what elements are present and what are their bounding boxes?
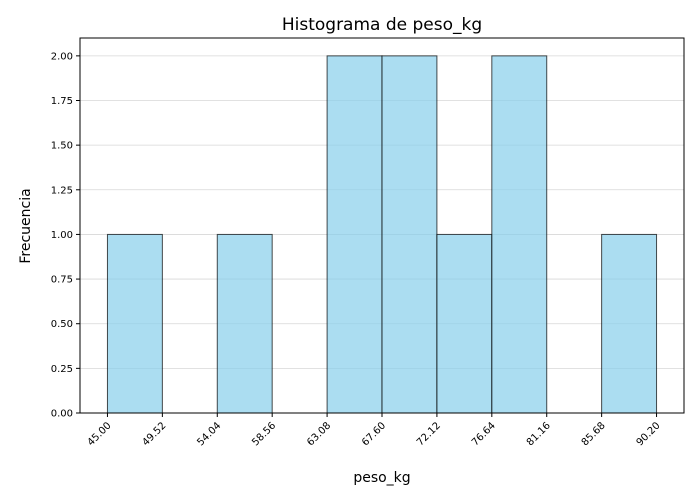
histogram-bars bbox=[106, 55, 658, 414]
histogram-bar bbox=[216, 233, 273, 414]
y-tick-label: 1.75 bbox=[51, 96, 73, 107]
x-tick-label: 67.60 bbox=[360, 420, 388, 448]
histogram-bar bbox=[326, 55, 383, 414]
y-tick-label: 0.50 bbox=[51, 319, 73, 330]
y-tick-label: 1.50 bbox=[51, 141, 73, 152]
x-tick-label: 85.68 bbox=[580, 420, 608, 448]
histogram-bar bbox=[106, 233, 163, 414]
y-tick-label: 1.25 bbox=[51, 185, 73, 196]
x-tick-label: 81.16 bbox=[525, 420, 553, 448]
histogram-bar bbox=[491, 55, 548, 414]
x-tick-label: 76.64 bbox=[470, 420, 498, 448]
histogram-bar bbox=[436, 233, 493, 414]
x-axis-ticks: 45.00 49.52 54.04 58.56 63.08 67.60 72.12 76.64… bbox=[86, 413, 663, 448]
chart-title: Histograma de peso_kg bbox=[282, 15, 482, 35]
y-tick-label: 1.00 bbox=[51, 230, 73, 241]
x-tick-label: 45.00 bbox=[86, 420, 114, 448]
x-tick-label: 49.52 bbox=[140, 420, 168, 448]
y-axis-ticks: 0.00 0.25 0.50 0.75 1.00 1.25 1.50 1.75 2.00 bbox=[51, 51, 80, 420]
x-tick-label: 58.56 bbox=[250, 420, 278, 448]
x-axis-label: peso_kg bbox=[353, 470, 410, 486]
x-tick-label: 63.08 bbox=[305, 420, 333, 448]
y-tick-label: 0.00 bbox=[51, 409, 73, 420]
y-axis-label: Frecuencia bbox=[18, 188, 34, 263]
y-tick-label: 0.75 bbox=[51, 275, 73, 286]
y-tick-label: 0.25 bbox=[51, 364, 73, 375]
x-tick-label: 72.12 bbox=[415, 420, 443, 448]
histogram-bar bbox=[601, 233, 658, 414]
x-tick-label: 54.04 bbox=[195, 420, 223, 448]
x-tick-label: 90.20 bbox=[635, 420, 663, 448]
histogram-bar bbox=[381, 55, 438, 414]
y-tick-label: 2.00 bbox=[51, 51, 73, 62]
